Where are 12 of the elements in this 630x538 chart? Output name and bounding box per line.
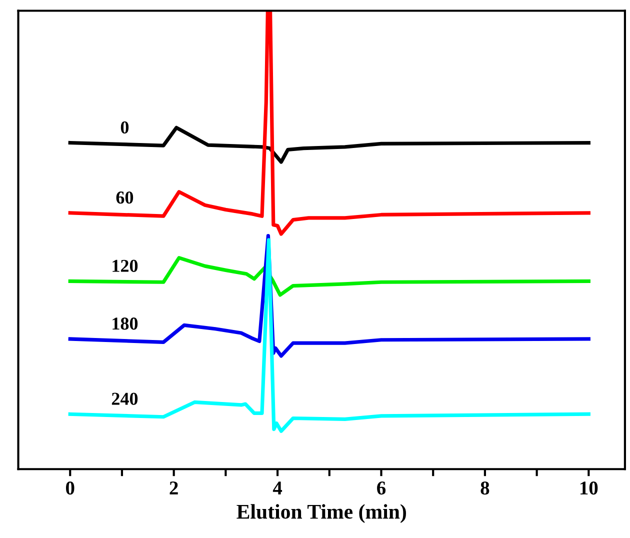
x-tick-label: 4 — [272, 482, 282, 494]
x-tick-label: 2 — [170, 482, 178, 494]
series-label: 60 — [116, 191, 134, 204]
series-label: 240 — [112, 392, 138, 405]
x-tick-label: 6 — [377, 482, 386, 495]
x-tick-label: 10 — [580, 482, 598, 495]
x-axis-title: Elution Time (min) — [236, 504, 406, 524]
series-label: 0 — [120, 121, 129, 134]
series-label: 120 — [112, 260, 138, 272]
x-tick-label: 0 — [66, 482, 74, 495]
series-label: 180 — [112, 318, 138, 330]
x-tick-label: 8 — [480, 482, 490, 495]
